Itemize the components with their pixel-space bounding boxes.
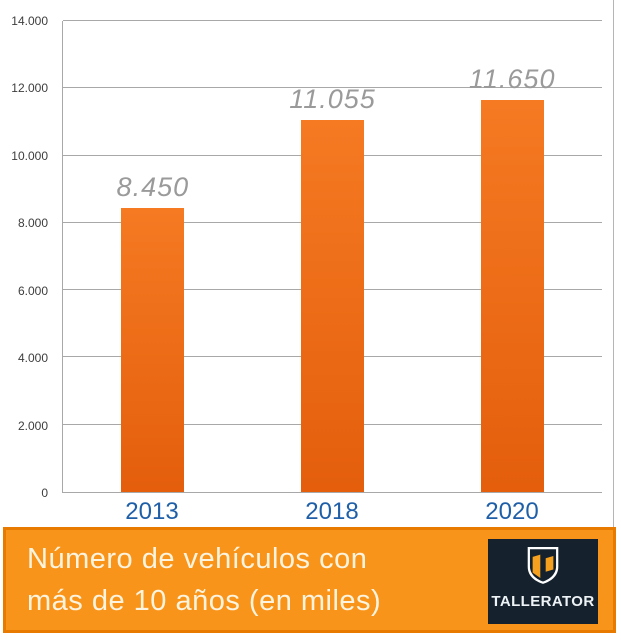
gridline bbox=[63, 20, 602, 21]
bar bbox=[480, 100, 544, 492]
chart-title-line2: más de 10 años (en miles) bbox=[27, 585, 382, 617]
shield-T-icon bbox=[525, 544, 561, 591]
bar-chart: 0 2.000 4.000 6.000 8.000 10.000 12.000 14.000 … bbox=[0, 0, 614, 527]
x-axis-labels: 2013 2018 2020 bbox=[62, 497, 602, 527]
y-tick-label: 8.000 bbox=[17, 216, 48, 231]
tallerator-logo: TALLERATOR bbox=[488, 539, 598, 624]
y-tick-label: 10.000 bbox=[11, 148, 48, 163]
bar bbox=[301, 120, 364, 492]
bar-value-label: 8.450 bbox=[116, 171, 190, 202]
chart-title: Número de vehículos con más de 10 años (… bbox=[27, 538, 381, 622]
plot-area: 8.450 11.055 11.650 bbox=[62, 20, 602, 493]
x-axis-label: 2013 bbox=[125, 498, 179, 525]
x-axis-label: 2018 bbox=[305, 498, 359, 525]
y-tick-label: 4.000 bbox=[17, 351, 48, 366]
y-tick-label: 14.000 bbox=[11, 14, 48, 28]
gridline bbox=[63, 87, 602, 89]
title-banner: Número de vehículos con más de 10 años (… bbox=[3, 527, 616, 633]
bar-value-label: 11.055 bbox=[289, 84, 376, 115]
bars-row: 8.450 11.055 11.650 bbox=[63, 21, 602, 492]
bar-column: 11.055 bbox=[243, 21, 423, 492]
bar bbox=[121, 207, 185, 492]
y-tick-label: 12.000 bbox=[11, 81, 48, 96]
chart-right-border bbox=[613, 0, 614, 527]
bar-value-label: 11.650 bbox=[468, 64, 556, 95]
y-tick-label: 2.000 bbox=[17, 418, 48, 433]
bar-column: 8.450 bbox=[63, 21, 243, 492]
y-axis: 0 2.000 4.000 6.000 8.000 10.000 12.000 14.000 bbox=[0, 15, 55, 499]
bar-column: 11.650 bbox=[422, 21, 602, 492]
logo-brand-text: TALLERATOR bbox=[491, 593, 595, 610]
x-axis-label: 2020 bbox=[485, 498, 539, 525]
chart-title-line1: Número de vehículos con bbox=[27, 543, 368, 575]
y-tick-label: 6.000 bbox=[17, 283, 48, 298]
y-tick-label: 0 bbox=[41, 486, 48, 500]
